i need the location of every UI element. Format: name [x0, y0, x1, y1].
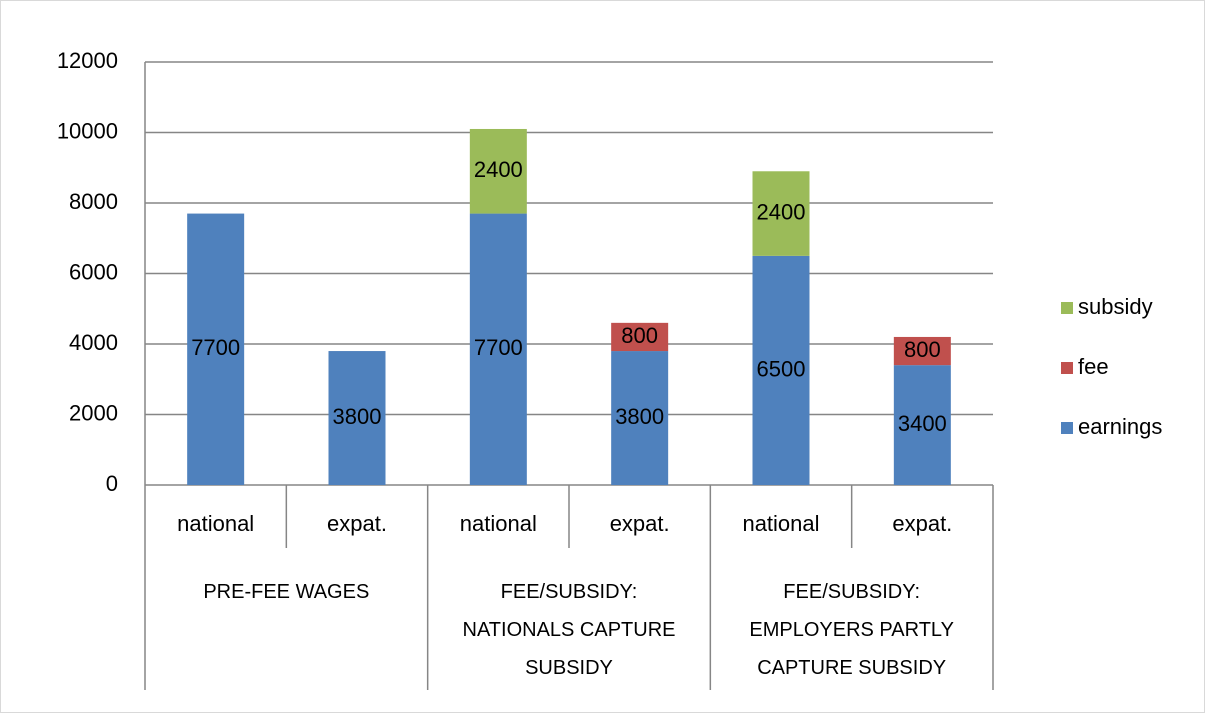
- data-label: 800: [621, 323, 658, 348]
- data-label: 800: [904, 337, 941, 362]
- data-label: 3800: [333, 404, 382, 429]
- y-tick-label: 4000: [69, 330, 118, 355]
- x-tick-label: expat.: [610, 511, 670, 536]
- y-tick-label: 12000: [57, 48, 118, 73]
- bar-segment: [752, 171, 810, 256]
- bar-segment: [893, 336, 951, 366]
- data-label: 6500: [757, 356, 806, 381]
- data-label: 2400: [757, 199, 806, 224]
- bar-segment: [893, 365, 951, 485]
- legend-label: earnings: [1078, 414, 1162, 439]
- x-tick-label: expat.: [892, 511, 952, 536]
- data-label: 2400: [474, 157, 523, 182]
- bar-segment: [752, 255, 810, 485]
- legend-swatch: [1061, 422, 1073, 434]
- x-tick-label: expat.: [327, 511, 387, 536]
- data-label: 7700: [474, 335, 523, 360]
- data-label: 3800: [615, 404, 664, 429]
- bar-segment: [469, 213, 527, 485]
- legend-swatch: [1061, 302, 1073, 314]
- legend-label: subsidy: [1078, 294, 1153, 319]
- legend-swatch: [1061, 362, 1073, 374]
- bar-segment: [187, 213, 245, 485]
- x-tick-label: national: [177, 511, 254, 536]
- group-label: PRE-FEE WAGES: [203, 581, 370, 603]
- data-label: 7700: [191, 335, 240, 360]
- bar-segment: [469, 128, 527, 214]
- x-tick-label: national: [460, 511, 537, 536]
- data-label: 3400: [898, 411, 947, 436]
- y-tick-label: 8000: [69, 189, 118, 214]
- bar-segment: [611, 351, 669, 485]
- y-tick-label: 6000: [69, 259, 118, 284]
- legend-label: fee: [1078, 354, 1109, 379]
- bar-segment: [328, 351, 386, 485]
- group-label: FEE/SUBSIDY: EMPLOYERS PARTLY CAPTURE SU…: [749, 581, 954, 679]
- y-tick-label: 2000: [69, 400, 118, 425]
- y-tick-label: 0: [106, 471, 118, 496]
- group-label: FEE/SUBSIDY: NATIONALS CAPTURE SUBSIDY: [462, 581, 676, 679]
- bar-segment: [611, 322, 669, 352]
- x-tick-label: national: [742, 511, 819, 536]
- y-tick-label: 10000: [57, 118, 118, 143]
